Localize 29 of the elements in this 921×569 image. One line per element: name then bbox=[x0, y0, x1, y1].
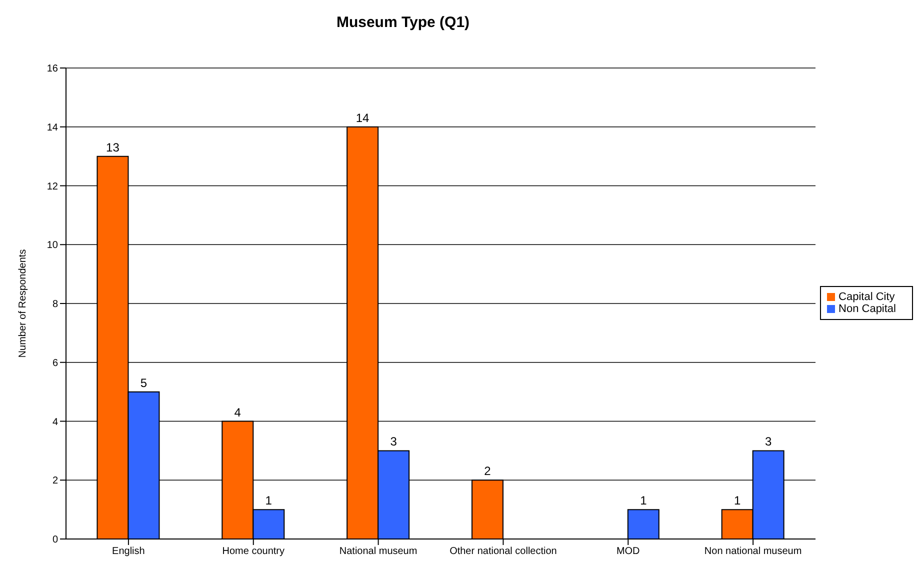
data-label: 2 bbox=[484, 464, 492, 478]
chart-title: Museum Type (Q1) bbox=[335, 13, 471, 33]
data-label: 5 bbox=[140, 376, 148, 390]
x-tick-label: MOD bbox=[616, 546, 640, 558]
x-tick-label: English bbox=[112, 546, 145, 558]
y-tick-label: 6 bbox=[52, 358, 58, 369]
data-label: 1 bbox=[640, 494, 648, 508]
x-tick-label: National museum bbox=[339, 546, 418, 558]
data-label: 1 bbox=[265, 494, 272, 508]
y-axis-title: Number of Respondents bbox=[18, 249, 29, 358]
data-label: 4 bbox=[234, 405, 242, 420]
y-tick-label: 2 bbox=[52, 476, 58, 487]
data-label: 1 bbox=[734, 494, 741, 508]
x-tick-label: Home country bbox=[222, 546, 285, 558]
data-label: 3 bbox=[390, 434, 398, 449]
x-tick-label: Non national museum bbox=[704, 546, 802, 558]
y-tick-label: 4 bbox=[52, 416, 58, 428]
data-label: 14 bbox=[356, 110, 370, 125]
y-tick-label: 0 bbox=[52, 534, 58, 546]
y-tick-label: 12 bbox=[46, 181, 58, 192]
y-tick-label: 8 bbox=[52, 299, 58, 310]
legend-label: Capital City bbox=[838, 290, 895, 302]
data-label: 13 bbox=[106, 140, 120, 154]
legend-label: Non Capital bbox=[838, 302, 896, 314]
x-tick-label: Other national collection bbox=[450, 546, 557, 558]
y-tick-label: 16 bbox=[46, 64, 58, 75]
y-tick-label: 10 bbox=[46, 240, 58, 252]
data-label: 3 bbox=[764, 434, 772, 449]
y-tick-label: 14 bbox=[46, 122, 58, 134]
